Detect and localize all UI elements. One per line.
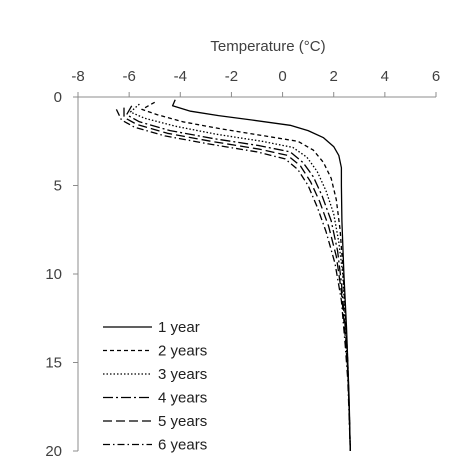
series-lines [115, 99, 351, 452]
y-axis-ticks: 0 5 10 15 20 [45, 89, 78, 460]
legend-label: 4 years [158, 390, 207, 407]
legend-label: 6 years [158, 437, 207, 454]
y-tick-label: 0 [54, 89, 62, 106]
y-tick-label: 20 [45, 443, 62, 460]
legend-label: 2 years [158, 343, 207, 360]
x-tick-label: 2 [330, 68, 338, 85]
y-tick-label: 5 [54, 178, 62, 195]
y-tick-label: 10 [45, 266, 62, 283]
x-tick-label: -8 [71, 68, 84, 85]
x-tick-label: 6 [432, 68, 440, 85]
axes [77, 96, 436, 451]
x-axis-ticks: -8 -6 -4 -2 0 2 4 6 [71, 68, 440, 97]
x-tick-label: 0 [278, 68, 286, 85]
legend-label: 5 years [158, 413, 207, 430]
x-tick-label: -4 [174, 68, 187, 85]
x-tick-label: -2 [225, 68, 238, 85]
x-tick-label: 4 [381, 68, 389, 85]
legend-label: 3 years [158, 366, 207, 383]
legend: 1 year 2 years 3 years 4 years 5 years 6 year… [103, 319, 207, 454]
series-line-6 [115, 109, 351, 452]
x-tick-label: -6 [122, 68, 135, 85]
y-tick-label: 15 [45, 355, 62, 372]
legend-label: 1 year [158, 319, 200, 336]
chart-title: Temperature (°C) [210, 38, 325, 55]
